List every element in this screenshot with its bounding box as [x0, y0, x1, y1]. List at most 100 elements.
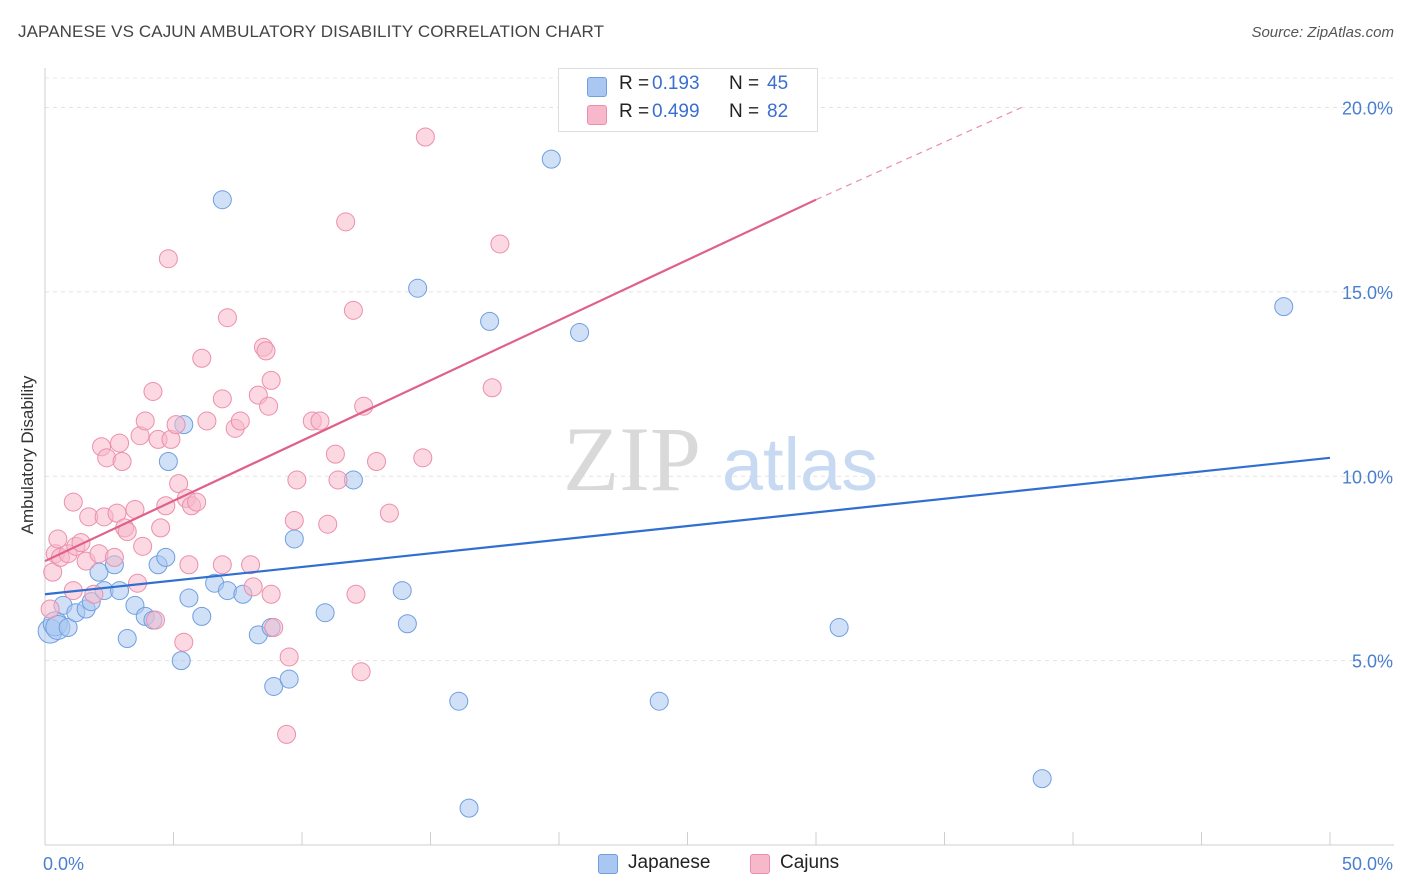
japanese-point [192, 606, 212, 626]
japanese-point [449, 691, 469, 711]
cajuns-point [112, 452, 132, 471]
stats-row-japanese: R = 0.193 N = 45 [559, 73, 817, 101]
japanese-trend-line [44, 456, 1331, 596]
cajuns-point [48, 529, 68, 549]
cajuns-point [230, 411, 250, 431]
cajuns-point [146, 610, 166, 630]
japanese-point [156, 547, 176, 567]
cajuns-point [158, 249, 178, 269]
cajuns-point [133, 536, 153, 556]
y-tick-labels: 5.0% 10.0% 15.0% 20.0% [1342, 99, 1393, 672]
cajuns-point [174, 632, 194, 652]
cajuns-swatch [750, 854, 770, 874]
r-value: 0.499 [652, 101, 700, 122]
cajuns-point [261, 584, 281, 604]
cajuns-point [287, 470, 307, 490]
cajuns-point [166, 415, 186, 435]
cajuns-swatch [587, 105, 607, 125]
japanese-point [264, 676, 284, 696]
r-value: 0.193 [652, 73, 700, 94]
watermark-atlas: atlas [722, 423, 878, 506]
japanese-point [480, 311, 500, 331]
cajuns-point [351, 662, 371, 682]
cajuns-point [43, 562, 63, 582]
cajuns-point [151, 518, 171, 538]
japanese-point [541, 149, 561, 169]
cajuns-point [325, 444, 345, 464]
japanese-swatch [598, 854, 618, 874]
cajuns-point [192, 348, 212, 368]
stats-legend: R = 0.193 N = 45 R = 0.499 N = 82 [558, 68, 818, 132]
japanese-point [179, 588, 199, 608]
japanese-point [397, 614, 417, 634]
cajuns-point [277, 724, 297, 744]
y-tick-label: 20.0% [1342, 99, 1393, 119]
r-label: R = [619, 73, 650, 94]
japanese-swatch [587, 77, 607, 97]
cajuns-point [336, 212, 356, 232]
n-value: 45 [767, 73, 789, 94]
japanese-point [58, 617, 78, 637]
cajuns-point [179, 555, 199, 575]
cajuns-point [490, 234, 510, 254]
cajuns-point [71, 533, 91, 553]
cajuns-point [197, 411, 217, 431]
r-label: R = [619, 101, 650, 122]
y-tick-label: 5.0% [1352, 652, 1393, 672]
cajuns-point [284, 511, 304, 530]
axes [44, 68, 1394, 846]
japanese-point [649, 691, 669, 711]
legend-label-japanese: Japanese [628, 852, 711, 873]
cajuns-point [415, 127, 435, 147]
cajuns-point [261, 370, 281, 390]
cajuns-point [259, 396, 279, 416]
japanese-point [284, 529, 304, 549]
cajuns-point [256, 341, 276, 361]
japanese-point [171, 651, 191, 671]
cajuns-point [367, 452, 387, 471]
trend-lines [44, 106, 1331, 596]
japanese-point [212, 190, 232, 210]
y-tick-label: 15.0% [1342, 283, 1393, 303]
japanese-point [315, 603, 335, 623]
n-label: N = [729, 73, 760, 94]
cajuns-point [135, 411, 155, 431]
n-label: N = [729, 101, 760, 122]
japanese-point [158, 452, 178, 471]
cajuns-point [217, 308, 237, 328]
cajuns-point [241, 555, 261, 575]
cajuns-point [482, 378, 502, 398]
cajuns-point [413, 448, 433, 468]
cajuns-trend-extension [815, 106, 1022, 201]
cajuns-point [346, 584, 366, 604]
cajuns-point [379, 503, 399, 523]
japanese-point [829, 617, 849, 637]
cajuns-point [343, 300, 363, 320]
cajuns-trend-line [44, 198, 817, 563]
cajuns-point [40, 599, 60, 619]
japanese-point [570, 322, 590, 342]
cajuns-point [156, 496, 176, 516]
cajuns-point [110, 433, 130, 453]
cajuns-point [310, 411, 330, 431]
japanese-point [279, 669, 299, 689]
x-tick-label-min: 0.0% [43, 854, 84, 874]
cajuns-point [318, 514, 338, 534]
cajuns-point [264, 617, 284, 637]
x-tick-label-max: 50.0% [1342, 854, 1393, 874]
n-value: 82 [767, 101, 789, 122]
y-tick-label: 10.0% [1342, 467, 1393, 487]
watermark: ZIP atlas [563, 408, 878, 510]
stats-row-cajuns: R = 0.499 N = 82 [559, 101, 817, 129]
cajuns-point [104, 547, 124, 567]
chart-title: JAPANESE VS CAJUN AMBULATORY DISABILITY … [18, 22, 605, 41]
japanese-point [459, 798, 479, 818]
japanese-point [392, 581, 412, 601]
cajuns-point [328, 470, 348, 490]
watermark-zip: ZIP [563, 408, 701, 510]
japanese-point [408, 278, 428, 298]
japanese-point [110, 581, 130, 601]
cajuns-point [279, 647, 299, 667]
cajuns-point [143, 381, 163, 401]
